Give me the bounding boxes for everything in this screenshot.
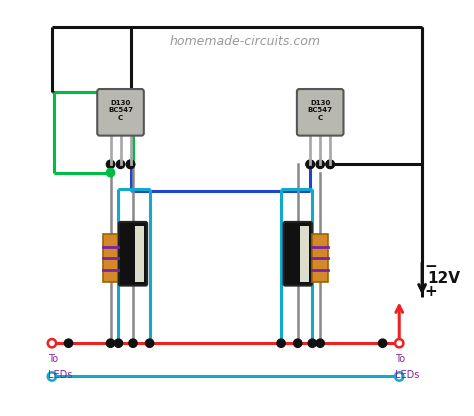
Text: D130
BC547
C: D130 BC547 C [308,100,333,121]
Circle shape [48,339,56,347]
Text: +: + [424,284,437,299]
Circle shape [129,339,137,347]
Circle shape [306,160,314,168]
Circle shape [308,339,317,347]
Text: LEDs: LEDs [48,370,72,380]
Circle shape [395,372,403,381]
Text: homemade-circuits.com: homemade-circuits.com [170,35,321,48]
Circle shape [106,339,115,347]
FancyBboxPatch shape [119,222,147,285]
Circle shape [106,160,115,168]
Circle shape [106,168,115,177]
Text: D130
BC547
C: D130 BC547 C [108,100,133,121]
Circle shape [326,160,334,168]
Circle shape [316,160,324,168]
Circle shape [48,372,56,381]
FancyBboxPatch shape [97,89,144,136]
Text: To: To [395,354,405,364]
Circle shape [378,339,387,347]
Text: −: − [424,259,437,274]
Circle shape [116,160,125,168]
FancyBboxPatch shape [283,222,312,285]
Text: To: To [48,354,58,364]
Bar [103,234,118,282]
Bar [135,225,144,282]
Circle shape [277,339,285,347]
FancyBboxPatch shape [297,89,344,136]
Bar [312,234,328,282]
Circle shape [395,339,403,347]
Circle shape [127,160,135,168]
Circle shape [114,339,123,347]
Circle shape [326,160,334,168]
Circle shape [293,339,302,347]
Circle shape [306,160,314,168]
Circle shape [316,339,324,347]
Circle shape [127,160,135,168]
Bar [300,225,309,282]
Circle shape [146,339,154,347]
Text: LEDs: LEDs [395,370,419,380]
Circle shape [64,339,73,347]
Text: 12V: 12V [427,271,460,286]
